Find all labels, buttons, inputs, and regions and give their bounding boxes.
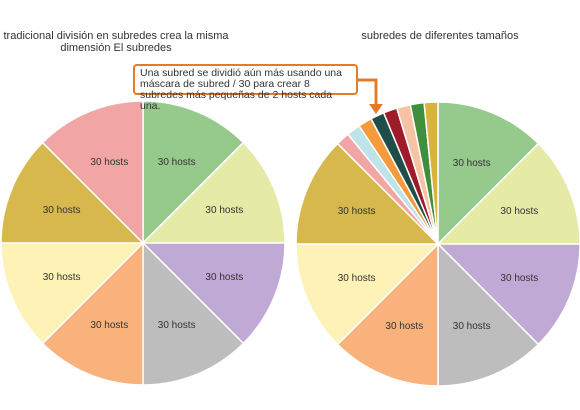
right-slice-5 [295, 243, 440, 346]
left-slice-7 [41, 100, 144, 245]
right-slice-label-1: 30 hosts [500, 206, 538, 217]
right-chart-title: subredes de diferentes tamaños [361, 30, 519, 42]
left-slice-3 [142, 241, 245, 386]
callout-arrow [358, 78, 383, 114]
callout-arrow-line [358, 78, 378, 107]
right-slice-0 [437, 101, 540, 246]
left-slice-6 [0, 141, 145, 244]
callout-arrow-head [369, 104, 383, 114]
left-slice-label-6: 30 hosts [43, 205, 81, 216]
left-slice-label-1: 30 hosts [205, 205, 243, 216]
right-pie-chart: 30 hosts 30 hosts 30 hosts 30 hosts 30 hosts… [295, 101, 580, 387]
left-slice-1 [141, 141, 286, 244]
right-slice-label-6: 30 hosts [338, 206, 376, 217]
left-slice-5 [0, 242, 145, 345]
right-slice-label-4: 30 hosts [385, 321, 423, 332]
right-slice-3 [437, 242, 540, 387]
left-slice-label-0: 30 hosts [158, 157, 196, 168]
left-pie-chart: 30 hosts 30 hosts 30 hosts 30 hosts 30 hosts… [0, 100, 286, 386]
right-slice-6 [295, 142, 440, 245]
left-slice-0 [142, 100, 245, 245]
right-slice-label-5: 30 hosts [338, 273, 376, 284]
left-slice-label-7: 30 hosts [90, 157, 128, 168]
left-slice-label-3: 30 hosts [158, 320, 196, 331]
right-slice-label-2: 30 hosts [500, 273, 538, 284]
left-slice-label-4: 30 hosts [90, 320, 128, 331]
left-slice-2 [141, 242, 286, 345]
left-slice-label-5: 30 hosts [43, 272, 81, 283]
left-chart-title: tradicional división en subredes crea la… [3, 30, 229, 54]
left-slice-4 [41, 241, 144, 386]
right-slice-14 [423, 101, 439, 245]
right-slice-label-3: 30 hosts [453, 321, 491, 332]
callout-box: Una subred se dividió aún más usando una… [133, 64, 358, 112]
right-slice-4 [336, 242, 439, 387]
left-slice-label-2: 30 hosts [205, 272, 243, 283]
right-slice-label-0: 30 hosts [453, 158, 491, 169]
